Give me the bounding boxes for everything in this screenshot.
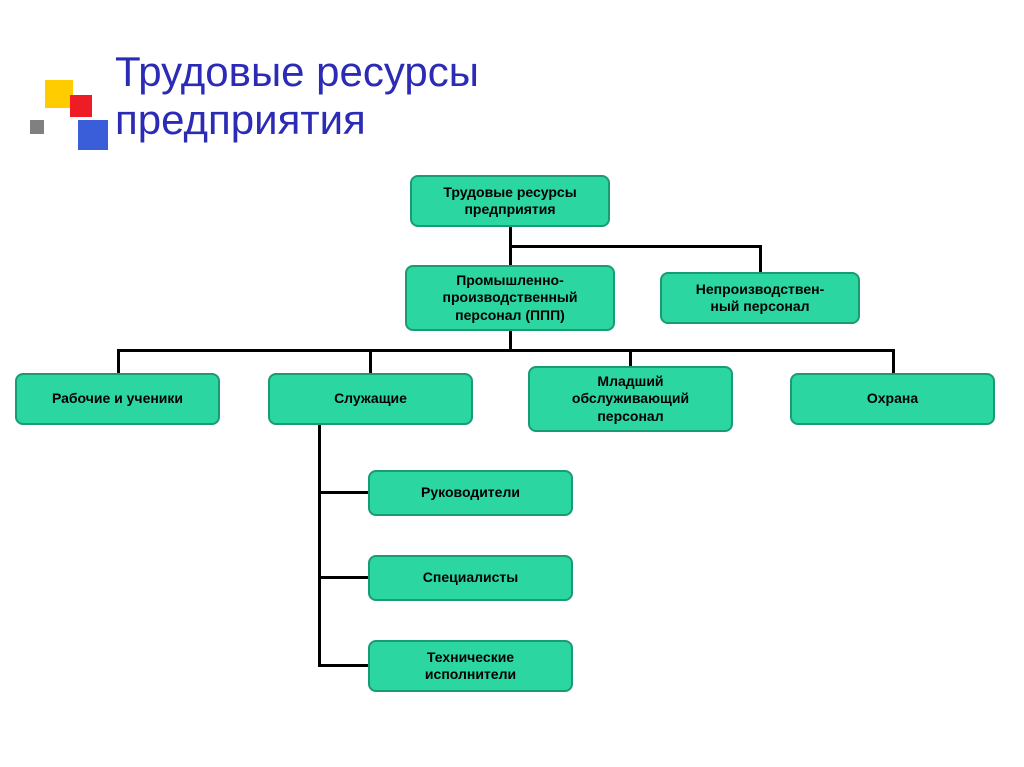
deco-square — [30, 120, 44, 134]
org-node-label: Охрана — [867, 390, 918, 408]
connector-line — [318, 491, 368, 494]
org-node-workers: Рабочие и ученики — [15, 373, 220, 425]
org-node-label: Трудовые ресурсыпредприятия — [443, 184, 576, 219]
page-title: Трудовые ресурсы предприятия — [115, 48, 479, 145]
connector-line — [318, 664, 368, 667]
connector-line — [117, 349, 895, 352]
title-decoration — [30, 80, 100, 160]
connector-line — [117, 349, 120, 373]
connector-line — [369, 349, 372, 373]
connector-line — [509, 245, 762, 248]
org-node-ppp: Промышленно-производственныйперсонал (ПП… — [405, 265, 615, 331]
org-node-label: Техническиеисполнители — [425, 649, 516, 684]
org-node-label: Рабочие и ученики — [52, 390, 183, 408]
org-node-employees: Служащие — [268, 373, 473, 425]
org-node-security: Охрана — [790, 373, 995, 425]
connector-line — [629, 349, 632, 366]
connector-line — [509, 227, 512, 245]
title-line-2: предприятия — [115, 96, 366, 143]
connector-line — [318, 576, 368, 579]
org-chart: Трудовые ресурсыпредприятия Промышленно-п… — [0, 175, 1024, 755]
title-line-1: Трудовые ресурсы — [115, 48, 479, 95]
org-node-root: Трудовые ресурсыпредприятия — [410, 175, 610, 227]
org-node-junior: Младшийобслуживающийперсонал — [528, 366, 733, 432]
deco-square — [45, 80, 73, 108]
org-node-managers: Руководители — [368, 470, 573, 516]
org-node-label: Руководители — [421, 484, 520, 502]
connector-line — [509, 245, 512, 265]
deco-square — [70, 95, 92, 117]
connector-line — [759, 245, 762, 272]
org-node-label: Непроизводствен-ный персонал — [696, 281, 824, 316]
org-node-nonprod: Непроизводствен-ный персонал — [660, 272, 860, 324]
deco-square — [78, 120, 108, 150]
org-node-specialists: Специалисты — [368, 555, 573, 601]
org-node-technical: Техническиеисполнители — [368, 640, 573, 692]
connector-line — [509, 331, 512, 349]
org-node-label: Младшийобслуживающийперсонал — [572, 373, 689, 426]
org-node-label: Служащие — [334, 390, 407, 408]
org-node-label: Специалисты — [423, 569, 518, 587]
connector-line — [892, 349, 895, 373]
org-node-label: Промышленно-производственныйперсонал (ПП… — [443, 272, 578, 325]
connector-line — [318, 425, 321, 667]
